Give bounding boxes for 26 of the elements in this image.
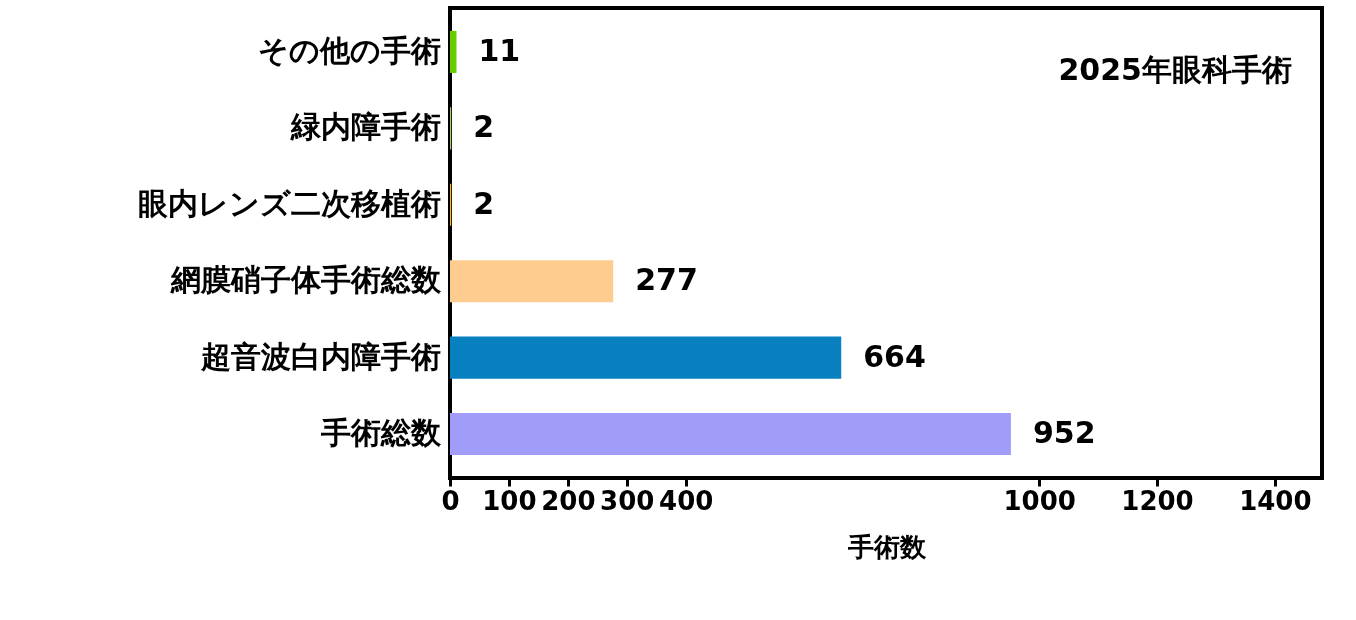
y-tick-label: 眼内レンズ二次移植術 [137,185,441,221]
bar [450,260,614,303]
data-label: 2 [473,185,495,221]
y-tick-label: 手術総数 [319,415,442,451]
x-tick-label: 100 [482,485,537,516]
y-tick-label: 超音波白内障手術 [199,338,441,374]
x-tick-label: 1200 [1121,485,1194,516]
data-label: 2 [473,109,495,145]
y-tick-label: 緑内障手術 [289,109,441,145]
x-tick-label: 300 [600,485,655,516]
x-axis-title: 手術数 [846,531,927,562]
data-label: 952 [1032,415,1096,451]
y-tick-label: その他の手術 [257,32,441,68]
x-tick-label: 1000 [1003,485,1076,516]
x-tick-label: 400 [659,485,714,516]
x-tick-label: 200 [541,485,596,516]
x-tick-label: 0 [441,485,460,516]
bar [450,30,457,73]
bar [450,336,842,379]
x-tick-label: 1400 [1239,485,1312,516]
data-label: 11 [478,32,521,68]
text: 2025年眼科手術 [1058,52,1292,87]
data-label: 277 [635,262,698,298]
data-label: 664 [863,338,926,374]
y-tick-label: 網膜硝子体手術総数 [169,262,442,298]
bar [450,413,1011,456]
